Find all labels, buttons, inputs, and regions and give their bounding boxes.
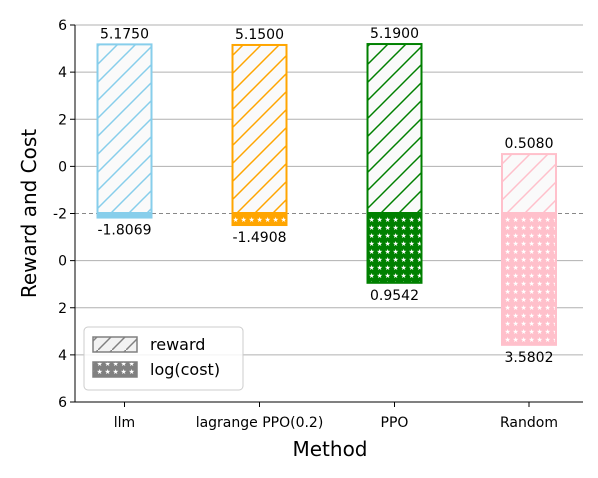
legend-label: log(cost) bbox=[150, 360, 220, 379]
y-tick-label: 6 bbox=[58, 18, 67, 34]
cost-value-label: -1.4908 bbox=[232, 230, 286, 246]
legend-swatch bbox=[92, 336, 138, 353]
reward-bar-3 bbox=[501, 153, 557, 214]
y-tick-label: 2 bbox=[58, 301, 67, 317]
reward-value-label: 5.1900 bbox=[370, 26, 419, 42]
x-tick-label: lagrange PPO(0.2) bbox=[196, 415, 324, 431]
grid-lines bbox=[75, 24, 583, 356]
legend-label: reward bbox=[150, 335, 205, 354]
x-tick-label: PPO bbox=[381, 415, 409, 431]
reward-bar-2 bbox=[366, 43, 423, 214]
y-tick-label: 0 bbox=[58, 159, 67, 175]
cost-bar-3 bbox=[501, 212, 557, 346]
y-tick-label: 6 bbox=[58, 395, 67, 411]
cost-bar-2 bbox=[366, 212, 423, 284]
cost-bar-0 bbox=[96, 212, 153, 219]
labels: 6 4 2 0 -2 0 2 4 6 5.1750 -1.8069 llm 5.1500 -1.4908 l… bbox=[17, 18, 558, 461]
legend: reward log(cost) bbox=[83, 326, 244, 391]
y-tick-label: 4 bbox=[58, 65, 67, 81]
reward-value-label: 5.1500 bbox=[235, 27, 284, 43]
reward-bar-0 bbox=[96, 43, 153, 215]
legend-swatch bbox=[92, 361, 138, 378]
y-axis-title: Reward and Cost bbox=[17, 129, 41, 298]
x-axis-title: Method bbox=[292, 437, 367, 461]
y-tick-label: 2 bbox=[58, 112, 67, 128]
x-tick-label: Random bbox=[500, 415, 558, 431]
cost-bar-1 bbox=[231, 212, 288, 227]
cost-value-label: 3.5802 bbox=[505, 350, 554, 366]
reward-value-label: 0.5080 bbox=[505, 136, 554, 152]
axes bbox=[70, 24, 583, 407]
y-tick-label: 4 bbox=[58, 348, 67, 364]
reward-value-label: 5.1750 bbox=[100, 26, 149, 42]
cost-value-label: 0.9542 bbox=[370, 288, 419, 304]
y-tick-label: -2 bbox=[53, 207, 67, 223]
y-tick-label: 0 bbox=[58, 254, 67, 270]
cost-value-label: -1.8069 bbox=[97, 223, 151, 239]
x-tick-label: llm bbox=[114, 415, 135, 431]
reward-bar-1 bbox=[231, 43, 288, 214]
bars bbox=[96, 43, 557, 346]
